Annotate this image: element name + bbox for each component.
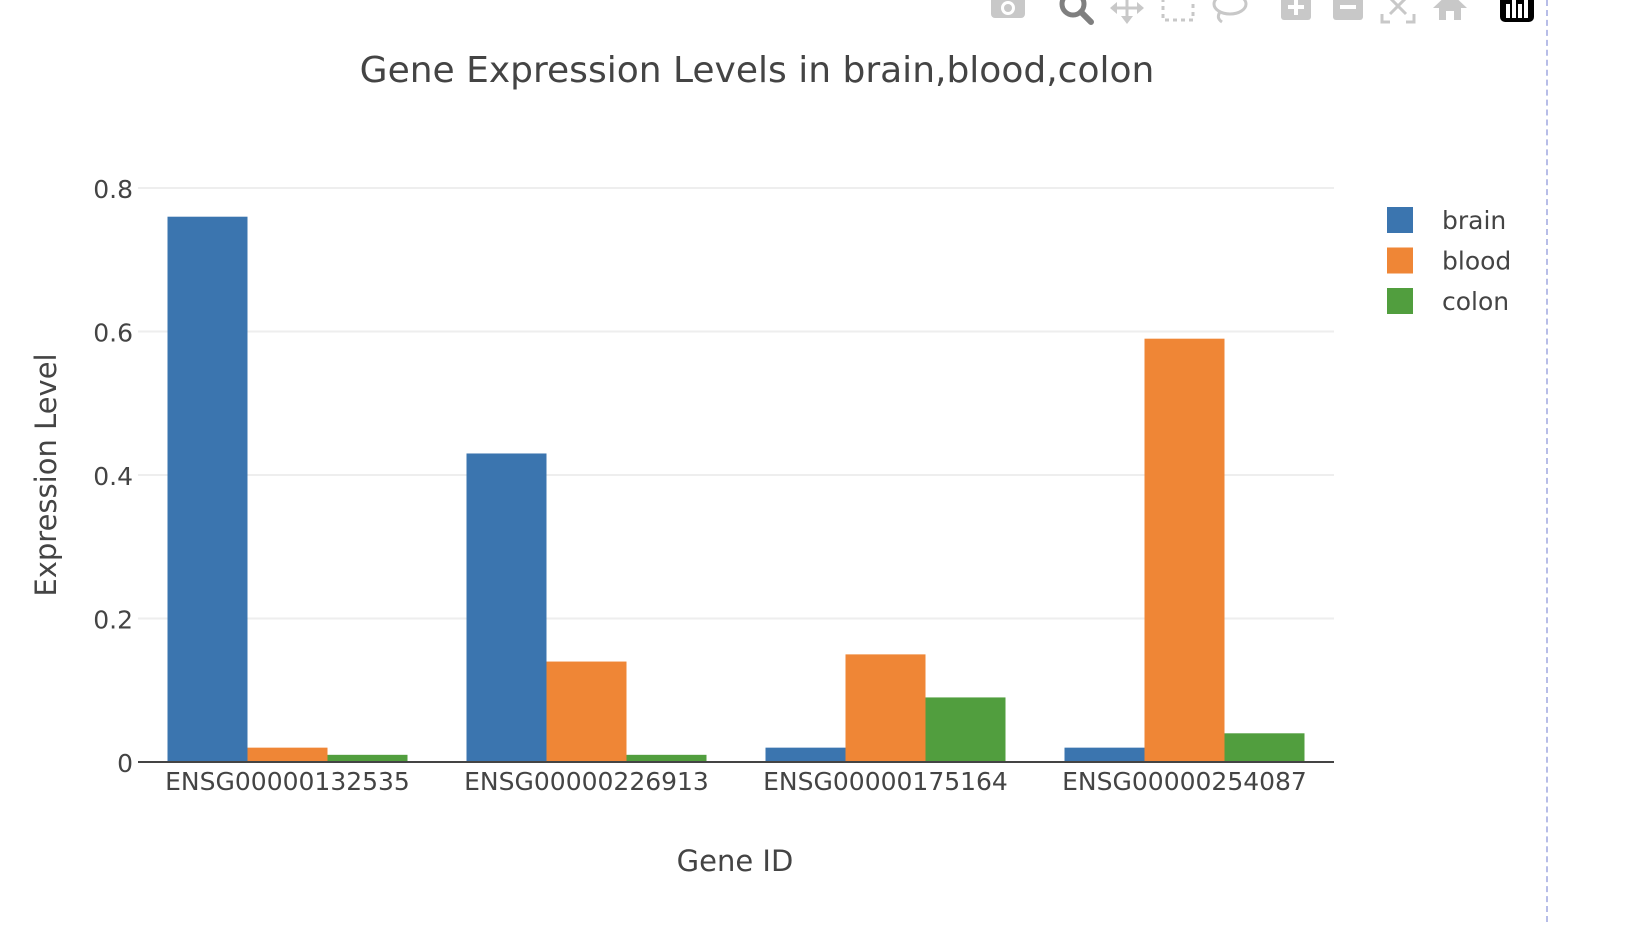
- container-edge: [1546, 0, 1548, 922]
- zoom-in-icon[interactable]: Zoom in: [1281, 0, 1311, 20]
- bars: [167, 216, 1305, 762]
- autoscale-icon[interactable]: Autoscale: [1380, 0, 1416, 24]
- box-select-icon[interactable]: Box Select: [1161, 0, 1195, 22]
- y-axis-ticks: 0 0.2 0.4 0.6 0.8: [93, 175, 133, 778]
- y-tick-label: 0.8: [93, 175, 133, 204]
- gridlines: [138, 187, 1334, 620]
- bar-blood-ENSG00000226913[interactable]: [546, 661, 627, 762]
- modebar: Download plot as a png Zoom Pan Box Select L…: [991, 0, 1534, 25]
- bar-brain-ENSG00000254087[interactable]: [1064, 747, 1145, 762]
- legend-label: brain: [1442, 206, 1506, 235]
- lasso-select-icon[interactable]: Lasso Select: [1212, 0, 1248, 24]
- reset-axes-icon[interactable]: Reset axes: [1433, 0, 1467, 20]
- legend-swatch: [1387, 247, 1413, 274]
- legend: brain blood colon: [1387, 206, 1511, 316]
- zoom-icon[interactable]: Zoom: [1059, 0, 1094, 25]
- x-tick-label: ENSG00000254087: [1062, 767, 1307, 796]
- bar-brain-ENSG00000226913[interactable]: [466, 453, 547, 762]
- legend-label: colon: [1442, 287, 1509, 316]
- bar-colon-ENSG00000226913[interactable]: [626, 754, 707, 762]
- bar-colon-ENSG00000132535[interactable]: [327, 754, 408, 762]
- chart-title: Gene Expression Levels in brain,blood,co…: [360, 50, 1155, 91]
- legend-label: blood: [1442, 247, 1511, 276]
- y-tick-label: 0.4: [93, 462, 133, 491]
- x-axis-title: Gene ID: [677, 844, 794, 878]
- zoom-out-icon[interactable]: Zoom out: [1333, 0, 1363, 20]
- y-axis-title: Expression Level: [29, 353, 63, 596]
- bar-blood-ENSG00000254087[interactable]: [1144, 338, 1225, 762]
- x-tick-label: ENSG00000132535: [165, 767, 410, 796]
- bar-blood-ENSG00000132535[interactable]: [247, 747, 328, 762]
- legend-item-brain[interactable]: brain: [1387, 206, 1506, 235]
- legend-item-colon[interactable]: colon: [1387, 287, 1509, 316]
- bar-colon-ENSG00000175164[interactable]: [925, 697, 1006, 762]
- x-tick-label: ENSG00000175164: [763, 767, 1008, 796]
- pan-icon[interactable]: Pan: [1110, 0, 1144, 24]
- x-tick-label: ENSG00000226913: [464, 767, 709, 796]
- x-axis-ticks: ENSG00000132535 ENSG00000226913 ENSG000001…: [165, 767, 1307, 796]
- y-tick-label: 0.2: [93, 606, 133, 635]
- camera-icon[interactable]: Download plot as a png: [991, 0, 1025, 18]
- bar-colon-ENSG00000254087[interactable]: [1224, 733, 1305, 762]
- bar-blood-ENSG00000175164[interactable]: [845, 654, 926, 762]
- legend-swatch: [1387, 288, 1413, 314]
- legend-swatch: [1387, 207, 1413, 233]
- y-tick-label: 0: [117, 749, 133, 778]
- plotly-logo-icon[interactable]: Produced with Plotly: [1500, 0, 1534, 22]
- bar-brain-ENSG00000132535[interactable]: [167, 216, 248, 762]
- y-tick-label: 0.6: [93, 319, 133, 348]
- legend-item-blood[interactable]: blood: [1387, 247, 1511, 276]
- bar-brain-ENSG00000175164[interactable]: [765, 747, 846, 762]
